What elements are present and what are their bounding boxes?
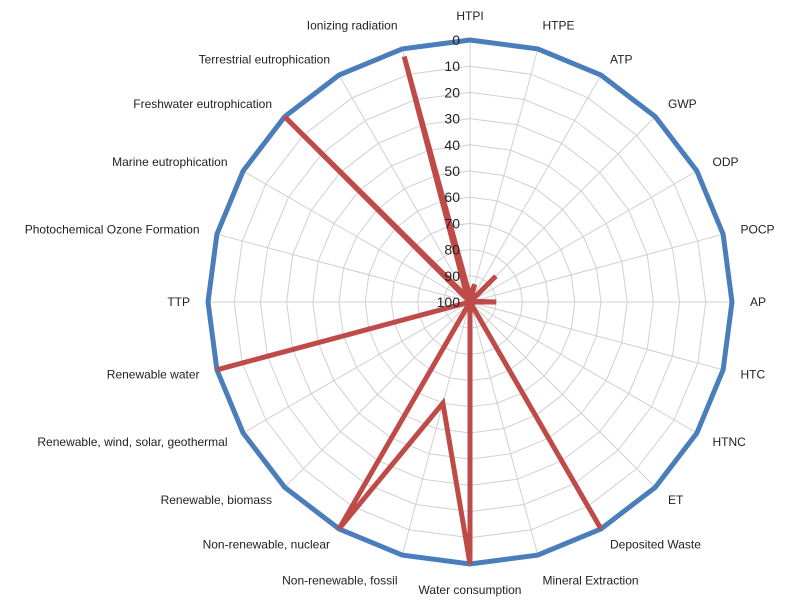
grid-spoke-11 — [470, 302, 538, 555]
axis-label-layer: HTPI HTPE ATP GWP ODP POCP AP HTC HTNC ET Deposite… — [25, 9, 775, 597]
grid-spoke-7 — [470, 302, 723, 370]
axis-label-12: Water consumption — [419, 583, 522, 597]
axis-label-20: Marine eutrophication — [112, 155, 227, 169]
radial-tick-label-0: 0 — [452, 32, 460, 48]
axis-label-0: HTPI — [456, 9, 483, 23]
grid-spoke-19 — [217, 234, 470, 302]
radial-tick-label-40: 40 — [444, 137, 460, 153]
grid-spoke-2 — [470, 75, 601, 302]
radial-tick-label-80: 80 — [444, 242, 460, 258]
grid-spoke-4 — [470, 171, 697, 302]
axis-label-16: Renewable, wind, solar, geothermal — [37, 435, 227, 449]
axis-label-19: Photochemical Ozone Formation — [25, 223, 200, 237]
radial-tick-label-30: 30 — [444, 111, 460, 127]
axis-label-9: ET — [668, 493, 684, 507]
axis-label-23: Ionizing radiation — [307, 19, 398, 33]
axis-label-10: Deposited Waste — [610, 538, 701, 552]
axis-label-2: ATP — [610, 53, 632, 67]
axis-label-7: HTC — [741, 368, 766, 382]
grid-spoke-8 — [470, 302, 697, 433]
axis-label-14: Non-renewable, nuclear — [203, 538, 330, 552]
axis-label-1: HTPE — [543, 19, 575, 33]
grid-spoke-5 — [470, 234, 723, 302]
axis-label-13: Non-renewable, fossil — [282, 574, 397, 588]
axis-label-17: Renewable water — [107, 368, 200, 382]
axis-label-22: Terrestrial eutrophication — [199, 53, 330, 67]
radial-tick-label-90: 90 — [444, 268, 460, 284]
axis-label-4: ODP — [713, 155, 739, 169]
radial-tick-label-10: 10 — [444, 58, 460, 74]
axis-label-5: POCP — [741, 223, 775, 237]
radial-tick-label-60: 60 — [444, 189, 460, 205]
axis-label-11: Mineral Extraction — [543, 574, 639, 588]
axis-label-8: HTNC — [713, 435, 747, 449]
grid-spoke-1 — [470, 49, 538, 302]
radial-tick-label-50: 50 — [444, 163, 460, 179]
axis-label-18: TTP — [167, 295, 190, 309]
axis-label-6: AP — [750, 295, 766, 309]
radial-tick-label-20: 20 — [444, 84, 460, 100]
radial-tick-label-100: 100 — [437, 294, 461, 310]
axis-label-15: Renewable, biomass — [161, 493, 272, 507]
axis-label-21: Freshwater eutrophication — [133, 97, 272, 111]
radial-tick-label-70: 70 — [444, 215, 460, 231]
axis-label-3: GWP — [668, 97, 697, 111]
